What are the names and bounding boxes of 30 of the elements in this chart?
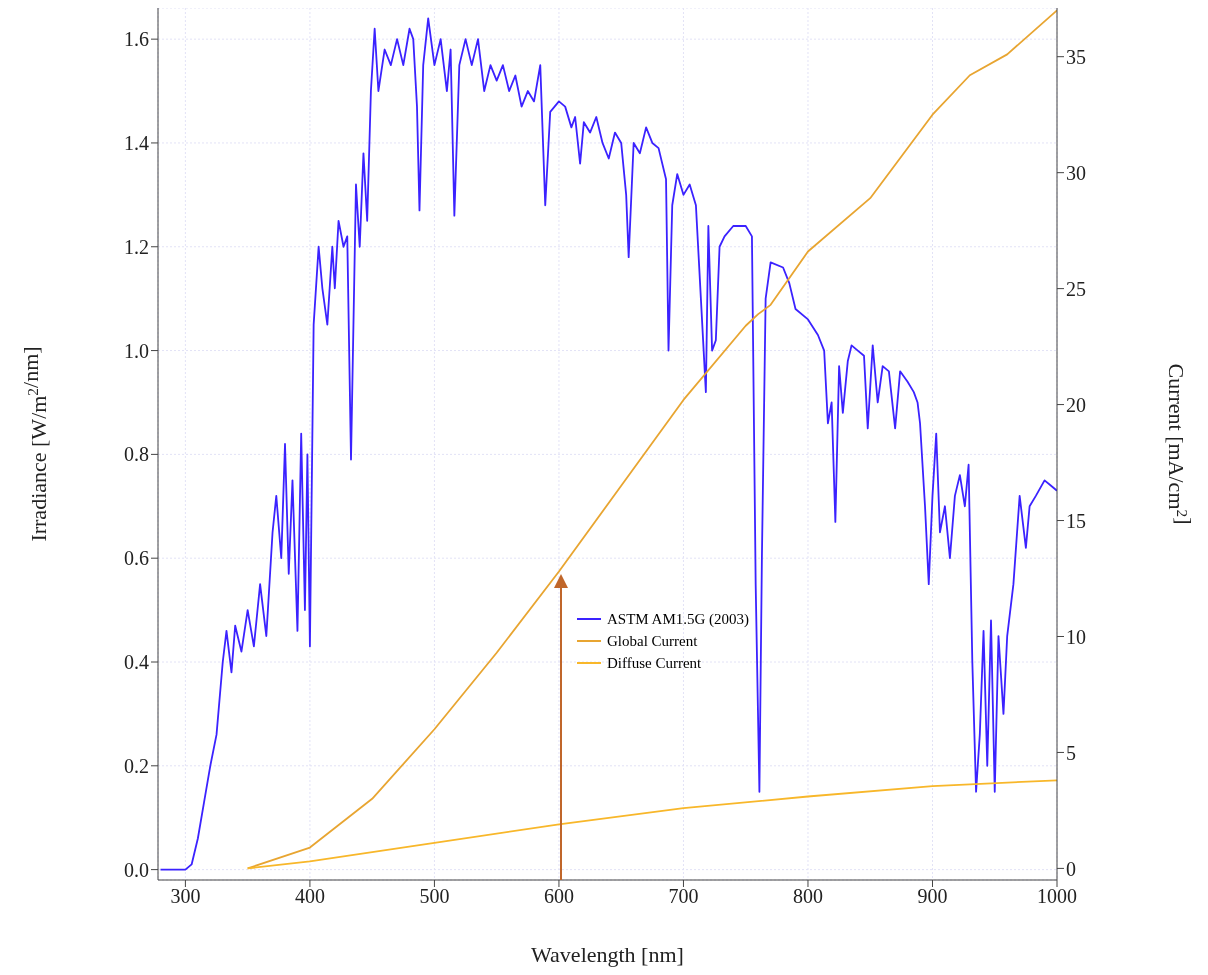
x-tick-label: 500 — [419, 885, 450, 908]
y2-tick-label: 20 — [1066, 393, 1086, 416]
y-tick-label: 1.6 — [124, 28, 149, 51]
legend-label: Global Current — [607, 632, 698, 650]
y-tick-label: 0.6 — [124, 547, 149, 570]
x-axis-title: Wavelength [nm] — [531, 942, 684, 967]
x-tick-label: 1000 — [1037, 885, 1077, 908]
x-tick-label: 900 — [917, 885, 948, 908]
x-tick-label: 300 — [170, 885, 201, 908]
x-tick-label: 400 — [294, 885, 325, 908]
y-tick-label: 0.4 — [124, 651, 149, 674]
y2-tick-label: 15 — [1066, 509, 1086, 532]
legend-label: ASTM AM1.5G (2003) — [607, 610, 750, 628]
y-tick-label: 1.4 — [124, 132, 149, 155]
line-series — [246, 779, 1057, 870]
x-tick-label: 600 — [543, 885, 574, 908]
y-tick-label: 1.2 — [124, 235, 149, 258]
y-tick-label: 0.2 — [124, 754, 149, 777]
y-tick-label: 1.0 — [124, 339, 149, 362]
y-tick-label: 0.8 — [124, 443, 149, 466]
y2-tick-label: 25 — [1066, 277, 1086, 300]
y2-tick-label: 35 — [1066, 45, 1086, 68]
x-tick-label: 800 — [792, 885, 823, 908]
legend-label: Diffuse Current — [607, 654, 702, 672]
y2-tick-label: 5 — [1066, 741, 1076, 764]
y-tick-label: 0.0 — [124, 858, 149, 881]
y2-tick-label: 30 — [1066, 161, 1086, 184]
y2-tick-label: 0 — [1066, 857, 1076, 880]
y2-tick-label: 10 — [1066, 625, 1086, 648]
x-tick-label: 700 — [668, 885, 699, 908]
